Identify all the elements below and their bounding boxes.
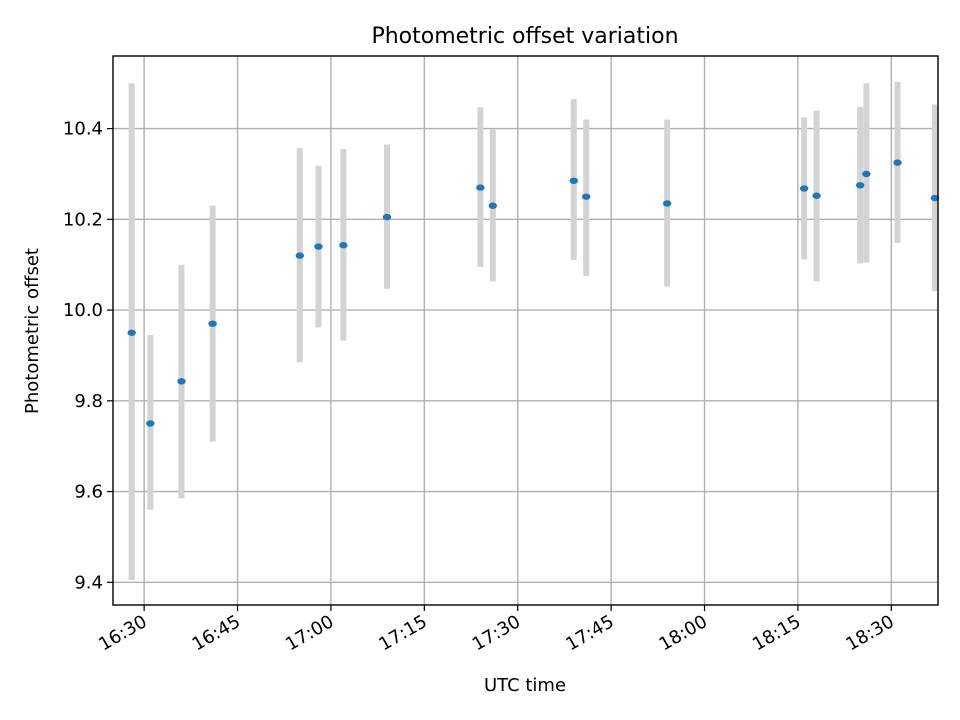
data-point bbox=[930, 194, 940, 202]
data-point bbox=[295, 252, 304, 259]
y-tick-label: 10.2 bbox=[63, 209, 103, 230]
y-tick-label: 9.6 bbox=[74, 482, 103, 503]
x-tick-label: 16:45 bbox=[189, 611, 244, 655]
y-axis-label: Photometric offset bbox=[22, 248, 43, 414]
y-tick-label: 9.8 bbox=[74, 391, 103, 412]
x-tick-label: 18:30 bbox=[842, 611, 897, 655]
data-point bbox=[127, 329, 136, 336]
x-tick-label: 17:00 bbox=[282, 611, 337, 655]
y-tick-label: 10.4 bbox=[63, 119, 103, 140]
data-point bbox=[582, 193, 591, 200]
data-point bbox=[476, 184, 485, 191]
x-tick-label: 17:45 bbox=[562, 611, 617, 655]
error-bars bbox=[128, 81, 938, 581]
chart-title: Photometric offset variation bbox=[371, 24, 678, 49]
data-point bbox=[812, 192, 821, 199]
y-tick-label: 10.0 bbox=[63, 300, 103, 321]
x-tick-label: 17:15 bbox=[375, 611, 430, 655]
data-point bbox=[339, 242, 348, 249]
data-point bbox=[488, 202, 498, 209]
x-tick-label: 18:00 bbox=[656, 611, 711, 655]
data-point bbox=[146, 420, 155, 427]
y-tick-label: 9.4 bbox=[74, 572, 103, 593]
plot-frame bbox=[112, 55, 939, 606]
data-point bbox=[662, 200, 672, 207]
data-points bbox=[127, 159, 940, 427]
data-point bbox=[314, 243, 323, 250]
x-tick-label: 17:30 bbox=[469, 611, 524, 655]
data-point bbox=[208, 320, 217, 327]
data-point bbox=[893, 159, 902, 166]
data-point bbox=[799, 185, 809, 192]
data-point bbox=[569, 177, 578, 184]
data-point bbox=[855, 182, 865, 189]
data-point bbox=[382, 213, 392, 221]
x-axis-label: UTC time bbox=[484, 675, 566, 696]
data-point bbox=[862, 170, 871, 178]
x-tick-label: 18:15 bbox=[749, 611, 804, 655]
grid-lines bbox=[113, 56, 938, 605]
data-point bbox=[177, 378, 186, 385]
x-tick-label: 16:30 bbox=[95, 611, 150, 655]
